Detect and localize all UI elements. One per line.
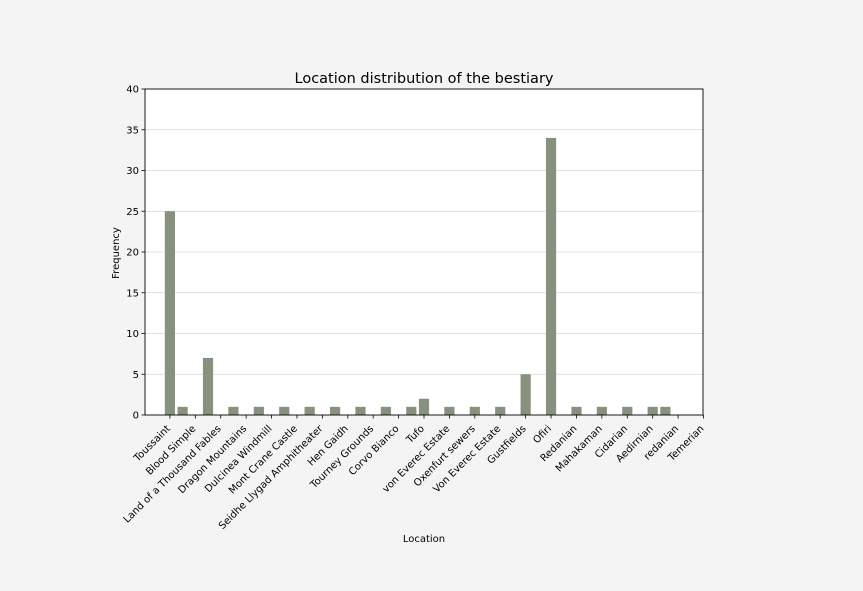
bars (164, 137, 671, 415)
bar (571, 406, 582, 415)
y-tick-label: 35 (126, 125, 139, 136)
bar (469, 406, 480, 415)
bar (279, 406, 290, 415)
y-tick-label: 10 (126, 329, 139, 340)
bar (545, 137, 557, 415)
y-tick-label: 0 (133, 411, 139, 422)
bar (177, 406, 188, 415)
y-axis-ticks: 0 5 10 15 20 25 30 35 40 (126, 85, 145, 422)
bar (406, 406, 417, 415)
bar (164, 211, 175, 415)
y-tick-label: 30 (126, 166, 139, 177)
bar (647, 406, 658, 415)
y-tick-label: 25 (126, 207, 139, 218)
x-axis-label: Location (403, 534, 445, 545)
chart-title: Location distribution of the bestiary (295, 71, 554, 87)
bar (660, 406, 671, 415)
bar (253, 406, 264, 415)
bar (304, 406, 315, 415)
y-tick-label: 5 (133, 370, 139, 381)
bar (495, 406, 506, 415)
y-tick-label: 15 (126, 288, 139, 299)
bar (355, 406, 366, 415)
bar (380, 406, 391, 415)
bar (444, 406, 455, 415)
bar (418, 398, 430, 415)
bar (202, 357, 214, 415)
y-tick-label: 20 (126, 248, 139, 259)
bar (228, 406, 239, 415)
bar (596, 406, 607, 415)
bar (622, 406, 633, 415)
x-tick-label: Ofiri (531, 423, 554, 446)
x-tick-label: Land of a Thousand Fables (122, 423, 224, 525)
gridlines (145, 129, 703, 375)
y-tick-label: 40 (126, 85, 139, 96)
bar (329, 406, 341, 415)
bar (520, 374, 531, 415)
x-tick-label: Tufo (404, 423, 427, 446)
y-axis-label: Frequency (111, 227, 122, 279)
